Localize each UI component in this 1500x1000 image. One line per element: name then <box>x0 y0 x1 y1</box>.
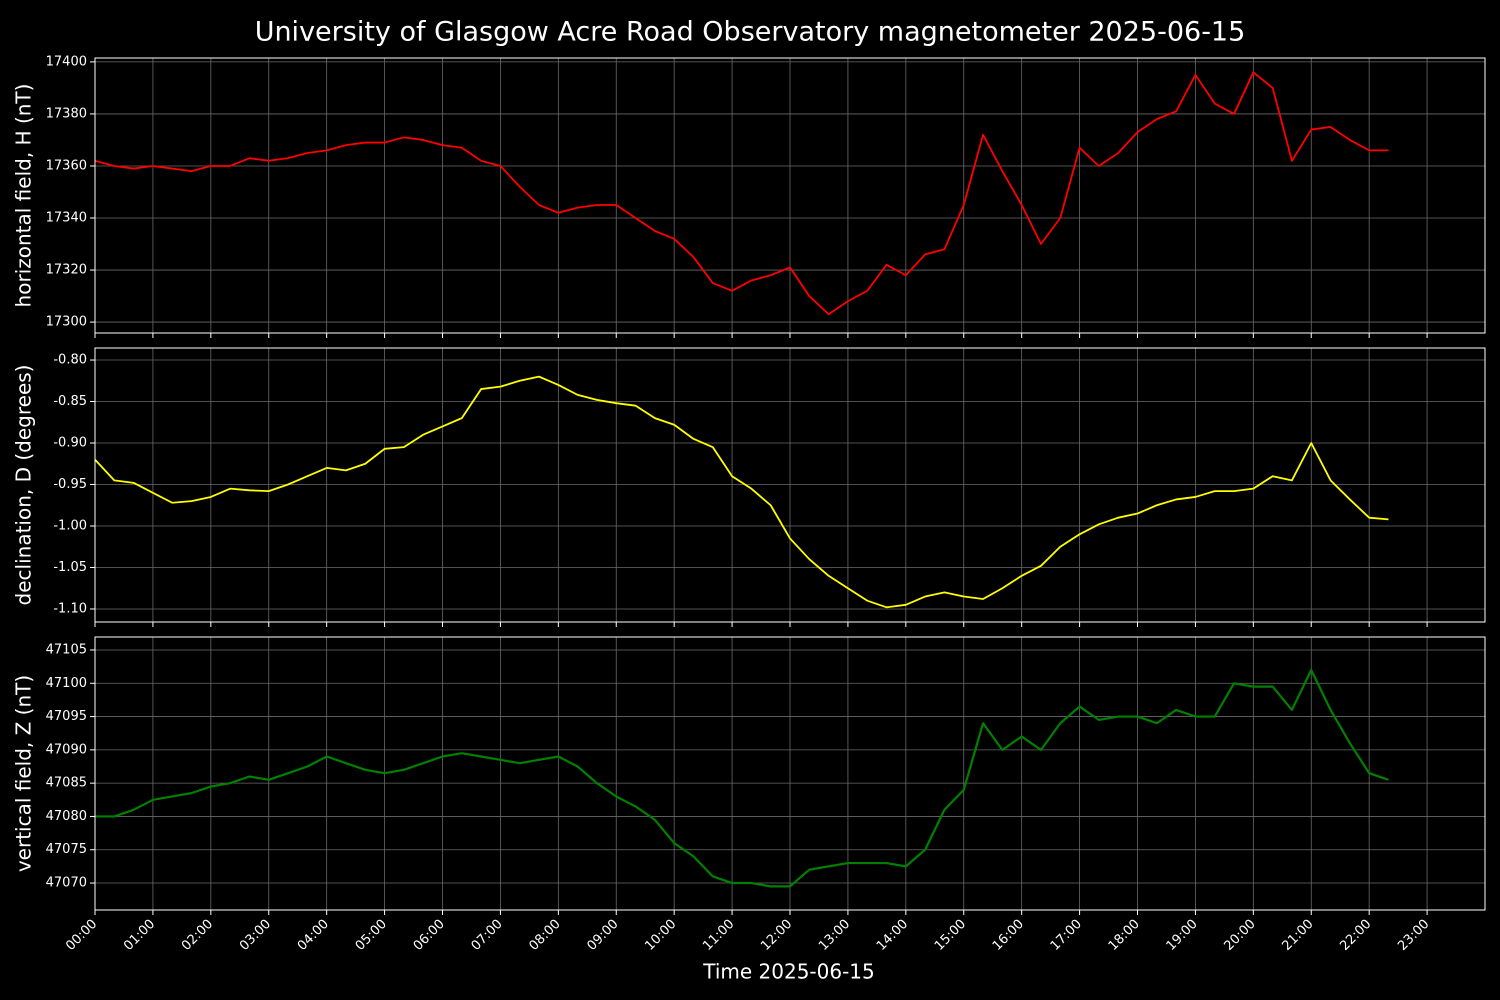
y-tick-label: 47075 <box>46 842 87 857</box>
data-line <box>94 375 1389 609</box>
axes-frame <box>94 636 1486 911</box>
y-tick-label: 17400 <box>46 54 87 69</box>
y-axis-label: vertical field, Z (nT) <box>12 675 36 872</box>
axes-frame <box>94 57 1486 334</box>
y-tick-label: 47105 <box>46 642 87 657</box>
y-tick-label: -1.00 <box>53 518 87 533</box>
y-tick-label: -1.10 <box>53 601 87 616</box>
y-tick-label: 17300 <box>46 315 87 330</box>
y-axis-label: horizontal field, H (nT) <box>12 84 36 308</box>
y-tick-label: 47095 <box>46 709 87 724</box>
y-tick-label: 47085 <box>46 776 87 791</box>
y-tick-label: -0.85 <box>53 394 87 409</box>
y-tick-label: -1.05 <box>53 560 87 575</box>
axes-frame <box>94 347 1486 623</box>
y-tick-label: 17380 <box>46 106 87 121</box>
x-axis-label: Time 2025-06-15 <box>702 960 875 984</box>
y-tick-label: -0.90 <box>53 436 87 451</box>
y-tick-label: 47100 <box>46 676 87 691</box>
y-tick-label: -0.95 <box>53 477 87 492</box>
y-axis-label: declination, D (degrees) <box>12 365 36 606</box>
y-tick-label: 47080 <box>46 809 87 824</box>
figure-title: University of Glasgow Acre Road Observat… <box>255 17 1246 48</box>
data-line <box>94 71 1389 316</box>
y-tick-label: 47090 <box>46 742 87 757</box>
y-tick-label: 47070 <box>46 876 87 891</box>
data-line <box>95 668 1389 888</box>
y-tick-label: 17340 <box>46 211 87 226</box>
y-tick-label: -0.80 <box>53 353 87 368</box>
y-tick-label: 17320 <box>46 263 87 278</box>
y-tick-label: 17360 <box>46 158 87 173</box>
